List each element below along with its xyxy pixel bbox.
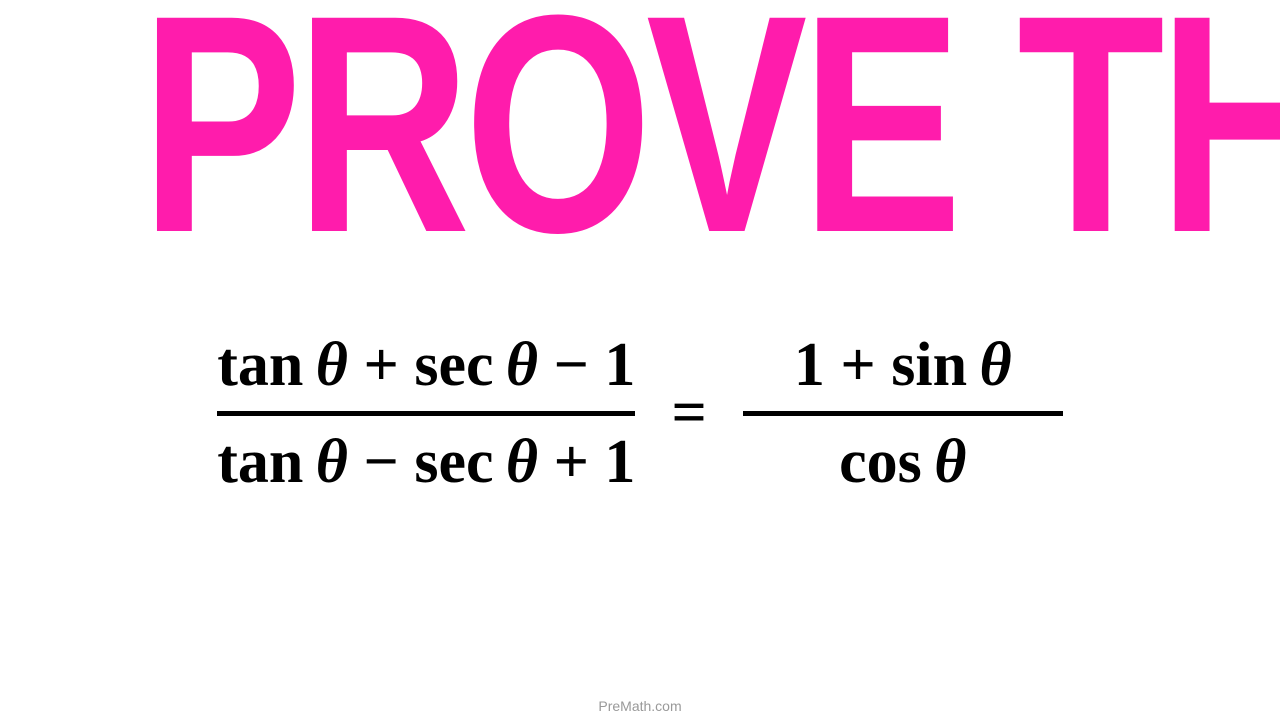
right-fraction-bar xyxy=(743,411,1063,416)
equals-sign: = xyxy=(665,378,712,449)
left-numerator: tan θ + sec θ − 1 xyxy=(217,331,635,399)
slide-container: PROVE THAT tan θ + sec θ − 1 tan θ − sec… xyxy=(0,0,1280,720)
right-numerator: 1 + sin θ xyxy=(794,331,1012,399)
right-fraction: 1 + sin θ cos θ xyxy=(743,331,1063,496)
left-fraction: tan θ + sec θ − 1 tan θ − sec θ + 1 xyxy=(217,331,635,496)
left-fraction-bar xyxy=(217,411,635,416)
right-denominator: cos θ xyxy=(839,428,966,496)
left-denominator: tan θ − sec θ + 1 xyxy=(217,428,635,496)
headline-text: PROVE THAT xyxy=(141,0,1139,261)
watermark-text: PreMath.com xyxy=(598,698,681,714)
equation: tan θ + sec θ − 1 tan θ − sec θ + 1 = 1 … xyxy=(0,331,1280,496)
